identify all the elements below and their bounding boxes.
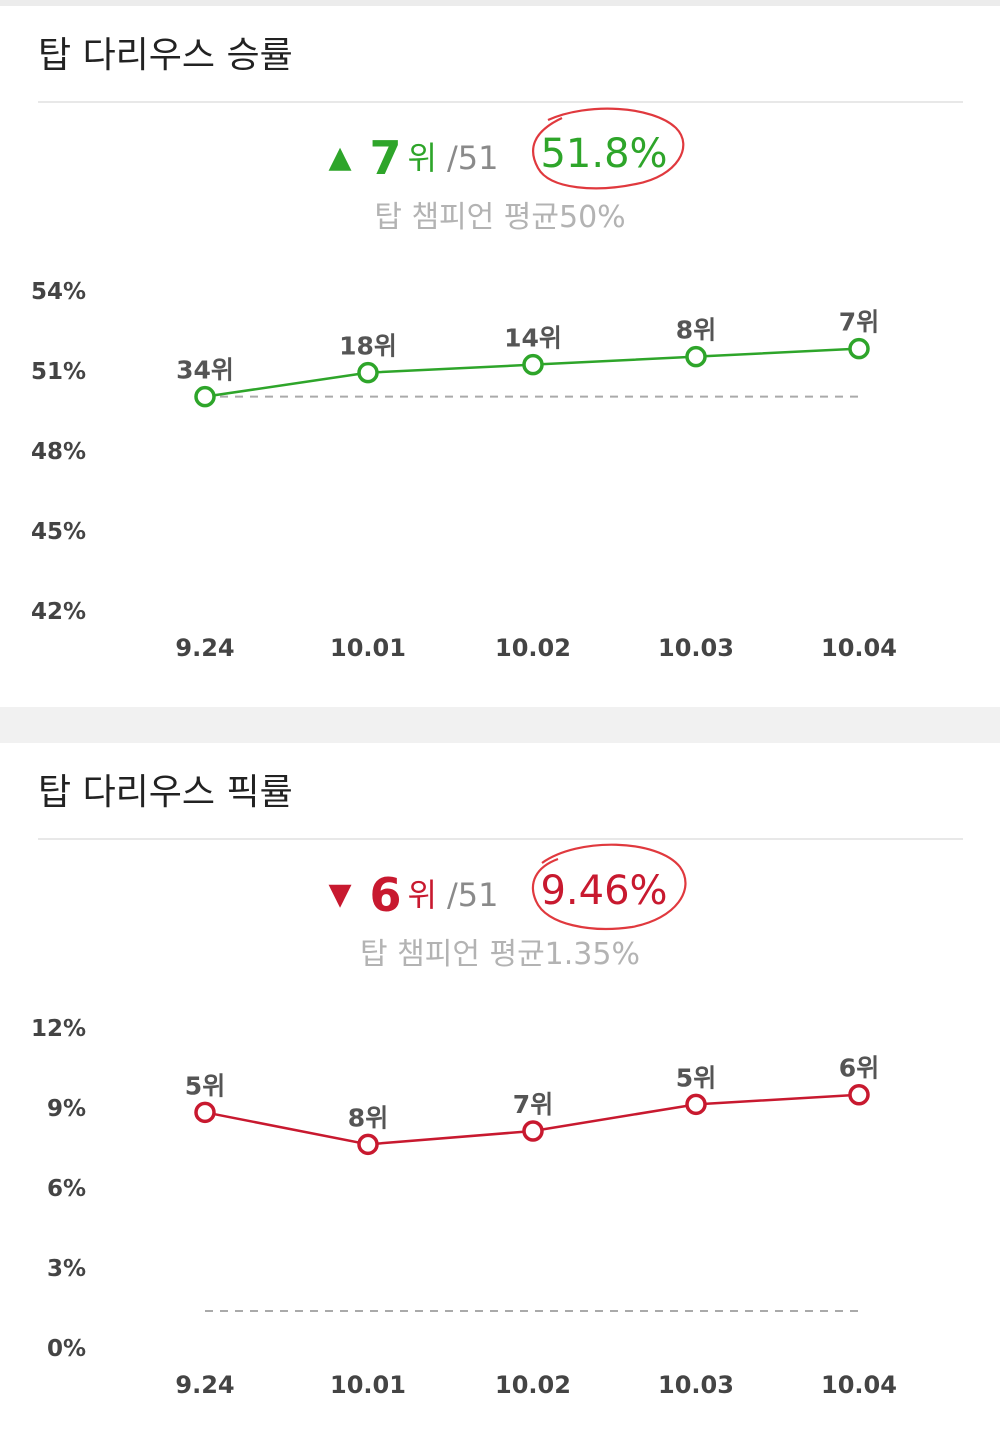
x-tick-label: 10.01	[330, 634, 406, 662]
hand-drawn-circle-annotation	[532, 843, 687, 930]
y-tick-label: 12%	[31, 1016, 86, 1042]
y-tick-label: 54%	[31, 279, 86, 305]
data-label: 5위	[185, 1071, 225, 1100]
data-point[interactable]	[194, 385, 216, 408]
y-tick-label: 48%	[31, 439, 86, 465]
y-tick-label: 9%	[47, 1096, 86, 1122]
pick-rate-headline: ▼ 6 위/51 9.46%	[0, 843, 1000, 930]
x-tick-label: 10.01	[330, 1371, 406, 1399]
top-strip	[0, 0, 1000, 6]
data-label: 14위	[504, 324, 562, 353]
data-point[interactable]	[522, 1120, 544, 1142]
x-tick-label: 10.03	[658, 1371, 734, 1399]
win-rank-total: /51	[446, 139, 499, 177]
y-tick-label: 51%	[31, 359, 86, 385]
data-point[interactable]	[685, 345, 707, 368]
data-label: 5위	[676, 1063, 716, 1092]
win-rank-unit: 위	[407, 139, 437, 177]
pick-rank-total: /51	[446, 876, 499, 914]
data-point[interactable]	[685, 1093, 707, 1116]
win-rate-title: 탑 다리우스 승률	[38, 35, 293, 76]
divider	[38, 101, 963, 103]
y-tick-label: 3%	[47, 1256, 86, 1282]
y-tick-label: 0%	[47, 1336, 86, 1362]
data-label: 7위	[513, 1090, 553, 1119]
y-tick-label: 6%	[47, 1176, 86, 1202]
pick-rank-number: 6	[369, 868, 402, 922]
divider	[38, 838, 963, 840]
pick-rate-title: 탑 다리우스 픽률	[38, 772, 293, 813]
data-point[interactable]	[357, 361, 379, 384]
data-point[interactable]	[522, 353, 544, 376]
data-point[interactable]	[848, 1083, 870, 1106]
win-rate-average: 탑 챔피언 평균50%	[374, 200, 626, 235]
data-point[interactable]	[194, 1101, 216, 1124]
data-label: 8위	[348, 1103, 388, 1132]
hand-drawn-circle-annotation	[532, 107, 685, 190]
section-gap	[0, 707, 1000, 743]
x-tick-label: 10.02	[495, 634, 571, 662]
pick-rate-chart: 12% 9% 6% 3% 0% 9.24 10.01 10.02 10.03 10.04 5위 8위 7…	[31, 1016, 897, 1399]
win-rate-panel: 탑 다리우스 승률 ▲ 7 위/51 51.8% 탑 챔피언 평균50% 54% 51%…	[0, 6, 1000, 706]
data-label: 6위	[839, 1054, 879, 1083]
y-tick-label: 45%	[31, 519, 86, 545]
data-label: 8위	[676, 316, 716, 345]
win-rate-chart: 54% 51% 48% 45% 42% 9.24 10.01 10.02 10.03 10.04 3…	[31, 279, 897, 662]
pick-rate-average: 탑 챔피언 평균1.35%	[360, 937, 640, 972]
x-tick-label: 10.04	[821, 1371, 897, 1399]
pick-rate-value: 9.46%	[540, 868, 668, 914]
data-label: 18위	[339, 332, 397, 361]
data-label: 7위	[839, 308, 879, 337]
pick-rank-unit: 위	[407, 876, 437, 914]
pick-rate-value-wrap: 9.46%	[532, 843, 687, 930]
y-tick-label: 42%	[31, 599, 86, 625]
win-rate-value-wrap: 51.8%	[532, 107, 685, 192]
x-tick-label: 9.24	[175, 634, 234, 662]
triangle-up-icon: ▲	[328, 140, 352, 175]
win-rank-number: 7	[369, 131, 402, 185]
data-point[interactable]	[357, 1133, 379, 1156]
x-tick-label: 10.02	[495, 1371, 571, 1399]
pick-rate-panel: 탑 다리우스 픽률 ▼ 6 위/51 9.46% 탑 챔피언 평균1.35% 12% 9…	[0, 743, 1000, 1443]
x-tick-label: 10.04	[821, 634, 897, 662]
win-rate-headline: ▲ 7 위/51 51.8%	[0, 107, 1000, 190]
data-label: 34위	[176, 356, 234, 385]
win-rate-value: 51.8%	[540, 131, 668, 177]
x-tick-label: 10.03	[658, 634, 734, 662]
x-tick-label: 9.24	[175, 1371, 234, 1399]
data-point[interactable]	[848, 337, 870, 360]
triangle-down-icon: ▼	[328, 877, 352, 912]
